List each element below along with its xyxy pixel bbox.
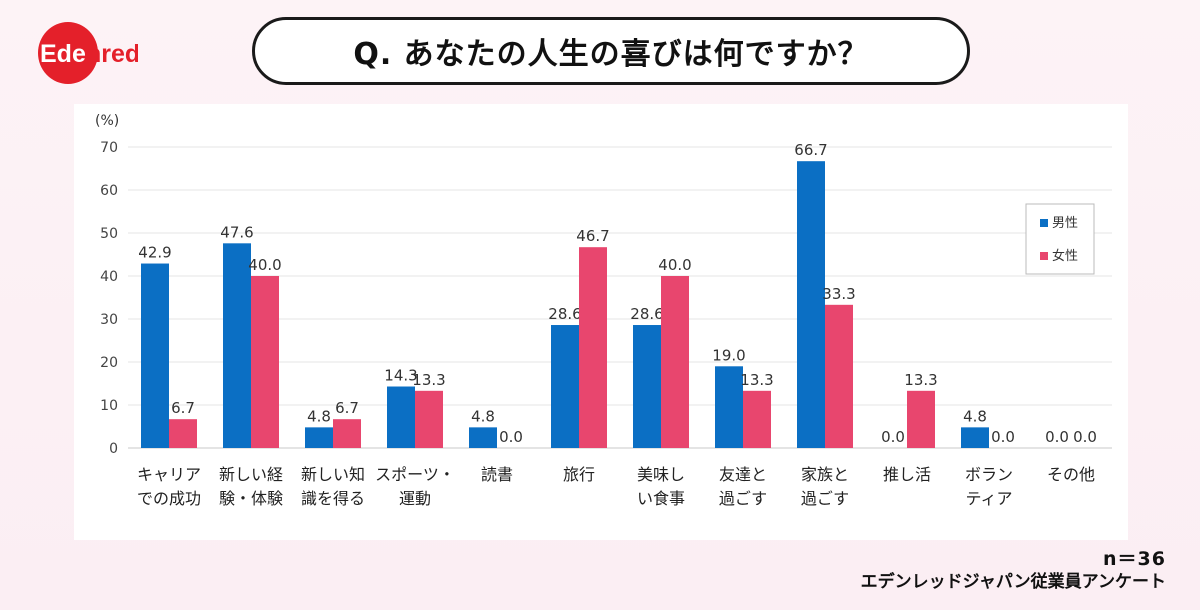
bar-male [305, 427, 333, 448]
bar-female [333, 419, 361, 448]
data-label-female: 0.0 [991, 428, 1015, 446]
data-label-male: 4.8 [307, 407, 331, 425]
x-category-label: 友達と [719, 465, 767, 484]
x-category-label: キャリア [137, 465, 201, 484]
legend-label: 男性 [1052, 216, 1078, 231]
legend-swatch [1040, 219, 1048, 227]
footer: n＝36 エデンレッドジャパン従業員アンケート [861, 548, 1166, 593]
y-tick-label: 0 [109, 441, 118, 457]
y-tick-label: 60 [100, 183, 118, 199]
bar-female [415, 390, 443, 448]
bar-male [141, 263, 169, 448]
data-label-female: 13.3 [412, 371, 445, 389]
data-label-male: 19.0 [712, 346, 745, 364]
x-category-label: 旅行 [563, 465, 595, 484]
data-label-female: 0.0 [1073, 428, 1097, 446]
x-category-label: ボラン [965, 465, 1013, 484]
x-category-label: 験・体験 [219, 489, 283, 508]
bar-female [661, 276, 689, 448]
logo-graphic: Ede nred [38, 22, 140, 84]
x-category-label: 新しい知 [301, 465, 365, 484]
bar-female [579, 247, 607, 448]
data-label-male: 0.0 [1045, 428, 1069, 446]
x-category-label: 読書 [481, 465, 513, 484]
data-label-male: 28.6 [630, 305, 663, 323]
data-label-female: 46.7 [576, 227, 609, 245]
y-tick-label: 40 [100, 269, 118, 285]
data-label-male: 47.6 [220, 223, 253, 241]
data-label-female: 13.3 [740, 371, 773, 389]
logo-circle [38, 22, 98, 84]
bar-female [907, 390, 935, 448]
sample-size: n＝36 [1103, 548, 1166, 570]
y-tick-label: 70 [100, 140, 118, 156]
bar-male [387, 386, 415, 448]
data-label-female: 0.0 [499, 428, 523, 446]
data-label-female: 6.7 [335, 399, 359, 417]
x-category-label: 過ごす [801, 489, 849, 508]
bar-male [633, 325, 661, 448]
source-note: エデンレッドジャパン従業員アンケート [860, 571, 1166, 592]
bar-male [469, 427, 497, 448]
data-label-male: 28.6 [548, 305, 581, 323]
logo-text-white: Ede [40, 40, 86, 68]
y-tick-label: 50 [100, 226, 118, 242]
data-label-female: 6.7 [171, 399, 195, 417]
x-category-label: 美味し [637, 465, 685, 484]
data-label-male: 0.0 [881, 428, 905, 446]
x-category-label: 新しい経 [219, 465, 283, 484]
question-text: Q. あなたの人生の喜びは何ですか？ [353, 37, 869, 72]
x-category-label: スポーツ・ [375, 465, 455, 484]
logo-text-red: nred [86, 40, 138, 68]
x-category-label: 識を得る [301, 489, 365, 508]
x-category-label: い食事 [637, 489, 685, 508]
data-label-female: 40.0 [248, 256, 281, 274]
question-title: Q. あなたの人生の喜びは何ですか？ [252, 17, 970, 85]
bar-male [797, 161, 825, 448]
data-label-female: 33.3 [822, 285, 855, 303]
bar-male [961, 427, 989, 448]
legend-swatch [1040, 252, 1048, 260]
data-label-male: 42.9 [138, 244, 171, 262]
data-label-male: 4.8 [963, 407, 987, 425]
legend-box [1025, 203, 1095, 275]
bar-female [251, 276, 279, 448]
y-tick-label: 10 [100, 398, 118, 414]
bar-male [551, 325, 579, 448]
x-category-label: での成功 [137, 489, 201, 508]
y-tick-label: 20 [100, 355, 118, 371]
x-category-label: ティア [965, 489, 1012, 508]
chart-panel: (%) 0 10 20 30 40 50 60 70 42.9 6.7 キャリアでの成功 47.6 40.… [74, 104, 1128, 540]
edenred-logo: Ede nred [38, 20, 140, 86]
data-label-female: 13.3 [904, 371, 937, 389]
data-label-male: 14.3 [384, 367, 417, 385]
x-category-label: 過ごす [719, 489, 767, 508]
bar-female [169, 419, 197, 448]
bar-female [743, 390, 771, 448]
data-label-female: 40.0 [658, 256, 691, 274]
data-label-male: 66.7 [794, 141, 827, 159]
data-label-male: 4.8 [471, 407, 495, 425]
x-category-label: その他 [1047, 465, 1095, 484]
y-tick-label: 30 [100, 312, 118, 328]
x-category-label: 運動 [399, 489, 431, 508]
bar-male [223, 243, 251, 448]
x-category-label: 家族と [801, 465, 849, 484]
y-unit-label: (%) [95, 113, 119, 129]
x-category-label: 推し活 [883, 465, 931, 484]
bar-female [825, 304, 853, 448]
bar-male [715, 366, 743, 448]
legend-label: 女性 [1052, 248, 1078, 264]
